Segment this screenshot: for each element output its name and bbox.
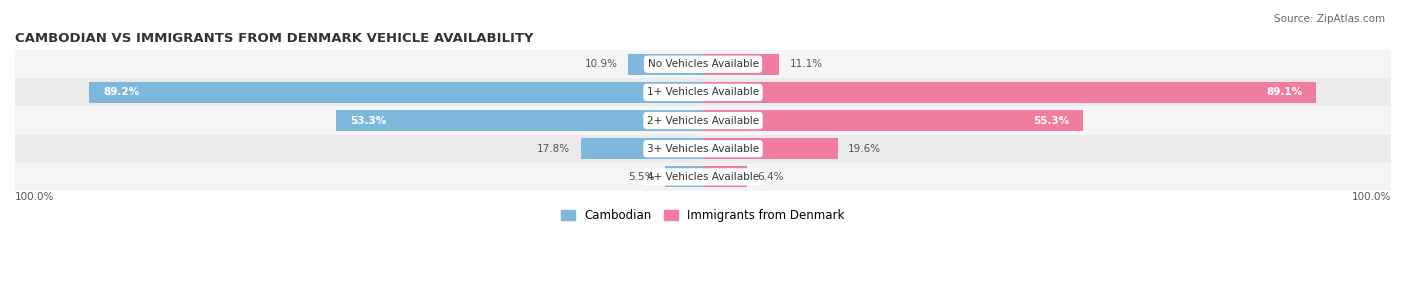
Bar (15, 78, 1391, 106)
Text: 4+ Vehicles Available: 4+ Vehicles Available (647, 172, 759, 182)
Bar (703, 166, 747, 187)
Bar (15, 50, 1391, 78)
Text: Source: ZipAtlas.com: Source: ZipAtlas.com (1274, 14, 1385, 24)
Bar (15, 135, 1391, 163)
Bar (703, 110, 1084, 131)
Text: 89.2%: 89.2% (103, 88, 139, 98)
Text: 55.3%: 55.3% (1033, 116, 1070, 126)
Text: No Vehicles Available: No Vehicles Available (648, 59, 758, 69)
Bar (703, 82, 1316, 103)
Text: 53.3%: 53.3% (350, 116, 387, 126)
Text: 1+ Vehicles Available: 1+ Vehicles Available (647, 88, 759, 98)
Bar (703, 138, 838, 159)
Bar (15, 106, 1391, 135)
Bar (90, 82, 703, 103)
Text: 2+ Vehicles Available: 2+ Vehicles Available (647, 116, 759, 126)
Bar (703, 54, 779, 75)
Text: 89.1%: 89.1% (1267, 88, 1302, 98)
Text: 10.9%: 10.9% (585, 59, 617, 69)
Bar (628, 54, 703, 75)
Text: 11.1%: 11.1% (790, 59, 823, 69)
Bar (581, 138, 703, 159)
Text: 5.5%: 5.5% (628, 172, 655, 182)
Text: 17.8%: 17.8% (537, 144, 571, 154)
Text: 19.6%: 19.6% (848, 144, 882, 154)
Text: 3+ Vehicles Available: 3+ Vehicles Available (647, 144, 759, 154)
Bar (665, 166, 703, 187)
Text: 6.4%: 6.4% (758, 172, 785, 182)
Text: 100.0%: 100.0% (15, 192, 55, 202)
Bar (15, 163, 1391, 191)
Text: 100.0%: 100.0% (1351, 192, 1391, 202)
Legend: Cambodian, Immigrants from Denmark: Cambodian, Immigrants from Denmark (557, 204, 849, 227)
Bar (336, 110, 703, 131)
Text: CAMBODIAN VS IMMIGRANTS FROM DENMARK VEHICLE AVAILABILITY: CAMBODIAN VS IMMIGRANTS FROM DENMARK VEH… (15, 31, 533, 45)
